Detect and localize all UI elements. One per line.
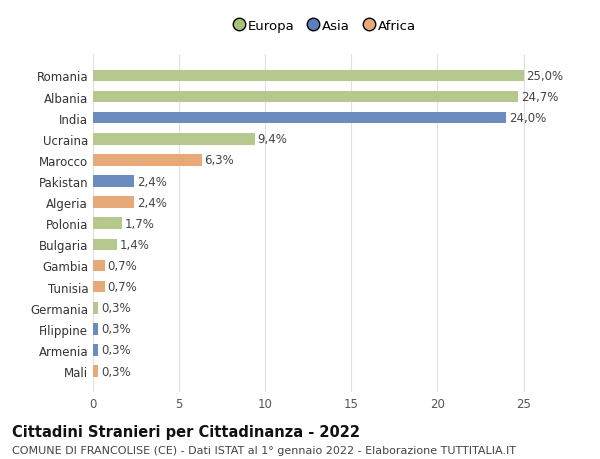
Bar	[93, 344, 98, 356]
Text: 1,7%: 1,7%	[125, 217, 155, 230]
Bar	[93, 218, 122, 230]
Legend: Europa, Asia, Africa: Europa, Asia, Africa	[230, 14, 421, 39]
Bar	[93, 70, 524, 82]
Text: 24,7%: 24,7%	[521, 91, 559, 104]
Bar	[93, 365, 98, 377]
Text: 25,0%: 25,0%	[526, 70, 563, 83]
Bar	[93, 281, 105, 293]
Text: 2,4%: 2,4%	[137, 196, 167, 209]
Text: 6,3%: 6,3%	[204, 154, 234, 167]
Text: Cittadini Stranieri per Cittadinanza - 2022: Cittadini Stranieri per Cittadinanza - 2…	[12, 425, 360, 440]
Bar	[93, 112, 506, 124]
Bar	[93, 134, 255, 145]
Text: 0,3%: 0,3%	[101, 344, 130, 357]
Bar	[93, 155, 202, 166]
Text: 2,4%: 2,4%	[137, 175, 167, 188]
Text: 1,4%: 1,4%	[119, 238, 149, 252]
Bar	[93, 302, 98, 314]
Bar	[93, 239, 117, 251]
Bar	[93, 91, 518, 103]
Text: 9,4%: 9,4%	[257, 133, 287, 146]
Text: 0,3%: 0,3%	[101, 365, 130, 378]
Text: COMUNE DI FRANCOLISE (CE) - Dati ISTAT al 1° gennaio 2022 - Elaborazione TUTTITA: COMUNE DI FRANCOLISE (CE) - Dati ISTAT a…	[12, 445, 516, 455]
Bar	[93, 323, 98, 335]
Text: 24,0%: 24,0%	[509, 112, 546, 125]
Text: 0,7%: 0,7%	[107, 280, 137, 293]
Bar	[93, 197, 134, 208]
Text: 0,7%: 0,7%	[107, 259, 137, 272]
Text: 0,3%: 0,3%	[101, 302, 130, 314]
Bar	[93, 176, 134, 187]
Bar	[93, 260, 105, 272]
Text: 0,3%: 0,3%	[101, 323, 130, 336]
